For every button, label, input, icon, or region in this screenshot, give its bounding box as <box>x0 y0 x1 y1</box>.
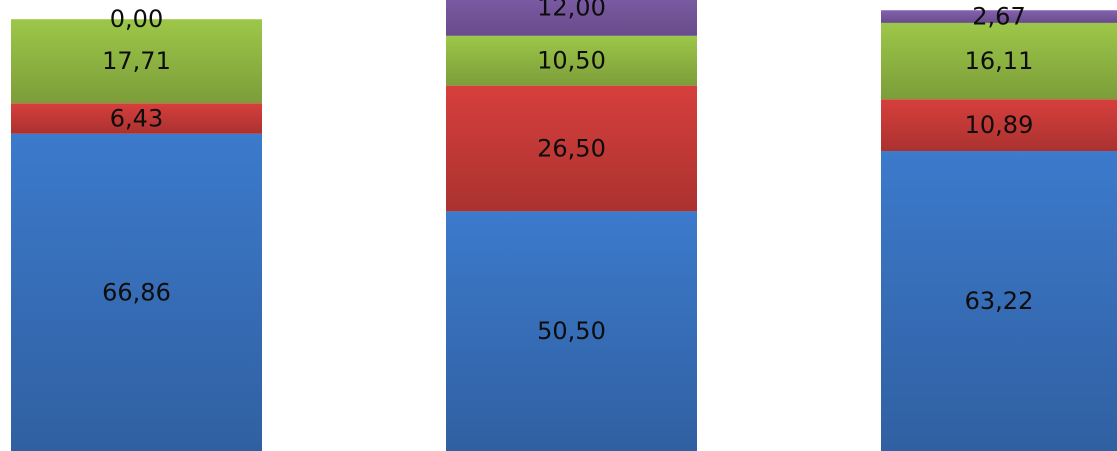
data-label-3-1: 63,22 <box>965 287 1034 315</box>
data-label-3-3: 16,11 <box>965 47 1034 75</box>
bar-segment-3-1 <box>881 151 1117 451</box>
data-label-3-4: 2,67 <box>972 3 1025 31</box>
bar-segment-3-2 <box>881 99 1117 152</box>
bar-segment-1-3 <box>11 19 262 104</box>
data-label-1-4: 0,00 <box>110 5 163 33</box>
data-label-2-1: 50,50 <box>537 317 606 345</box>
bar-segment-3-4 <box>881 10 1117 23</box>
bar-segment-1-1 <box>11 133 262 451</box>
bar-segment-2-3 <box>446 35 697 86</box>
data-label-3-2: 10,89 <box>965 111 1034 139</box>
bar-segment-2-2 <box>446 85 697 212</box>
data-label-1-1: 66,86 <box>102 278 171 306</box>
bar-segment-1-2 <box>11 103 262 134</box>
data-label-2-2: 26,50 <box>537 135 606 163</box>
data-label-2-3: 10,50 <box>537 47 606 75</box>
bar-segment-2-1 <box>446 211 697 451</box>
data-label-2-4: 12,00 <box>537 0 606 21</box>
data-label-1-3: 17,71 <box>102 47 171 75</box>
bar-segment-2-4 <box>446 0 697 36</box>
data-label-1-2: 6,43 <box>110 104 163 132</box>
bar-segment-3-3 <box>881 22 1117 100</box>
